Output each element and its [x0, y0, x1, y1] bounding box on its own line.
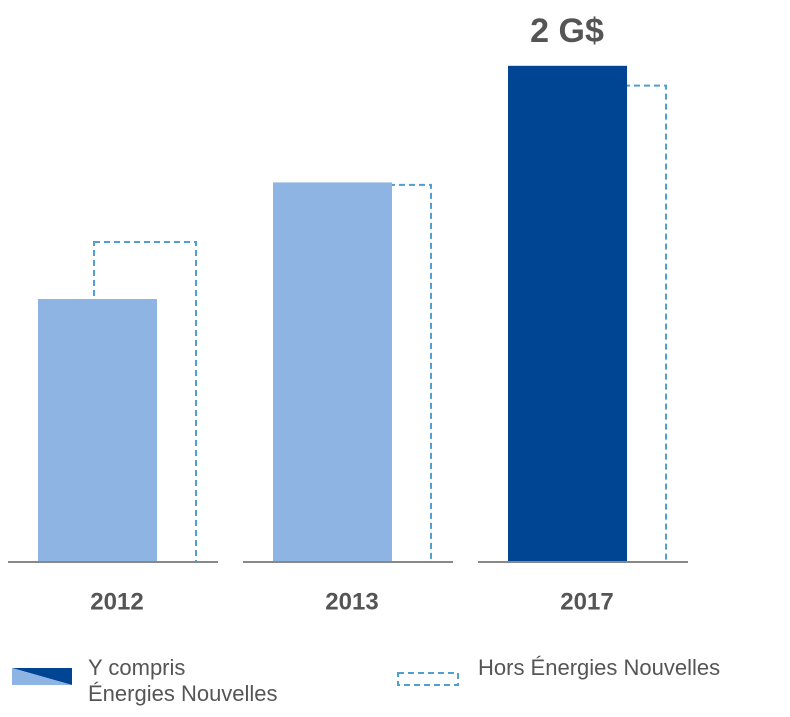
x-tick-label: 2012: [90, 588, 143, 615]
bar: [38, 299, 157, 562]
legend-icon-light: [12, 668, 72, 685]
value-label: 2 G$: [530, 12, 604, 50]
legend-icon-dashed: [397, 672, 459, 686]
legend-label: Hors Énergies Nouvelles: [478, 655, 721, 680]
bar: [508, 65, 627, 563]
legend-label: Y compris Énergies Nouvelles: [88, 655, 278, 706]
x-tick-label: 2017: [560, 588, 613, 615]
x-tick-label: 2013: [325, 588, 378, 615]
bar: [273, 182, 392, 562]
